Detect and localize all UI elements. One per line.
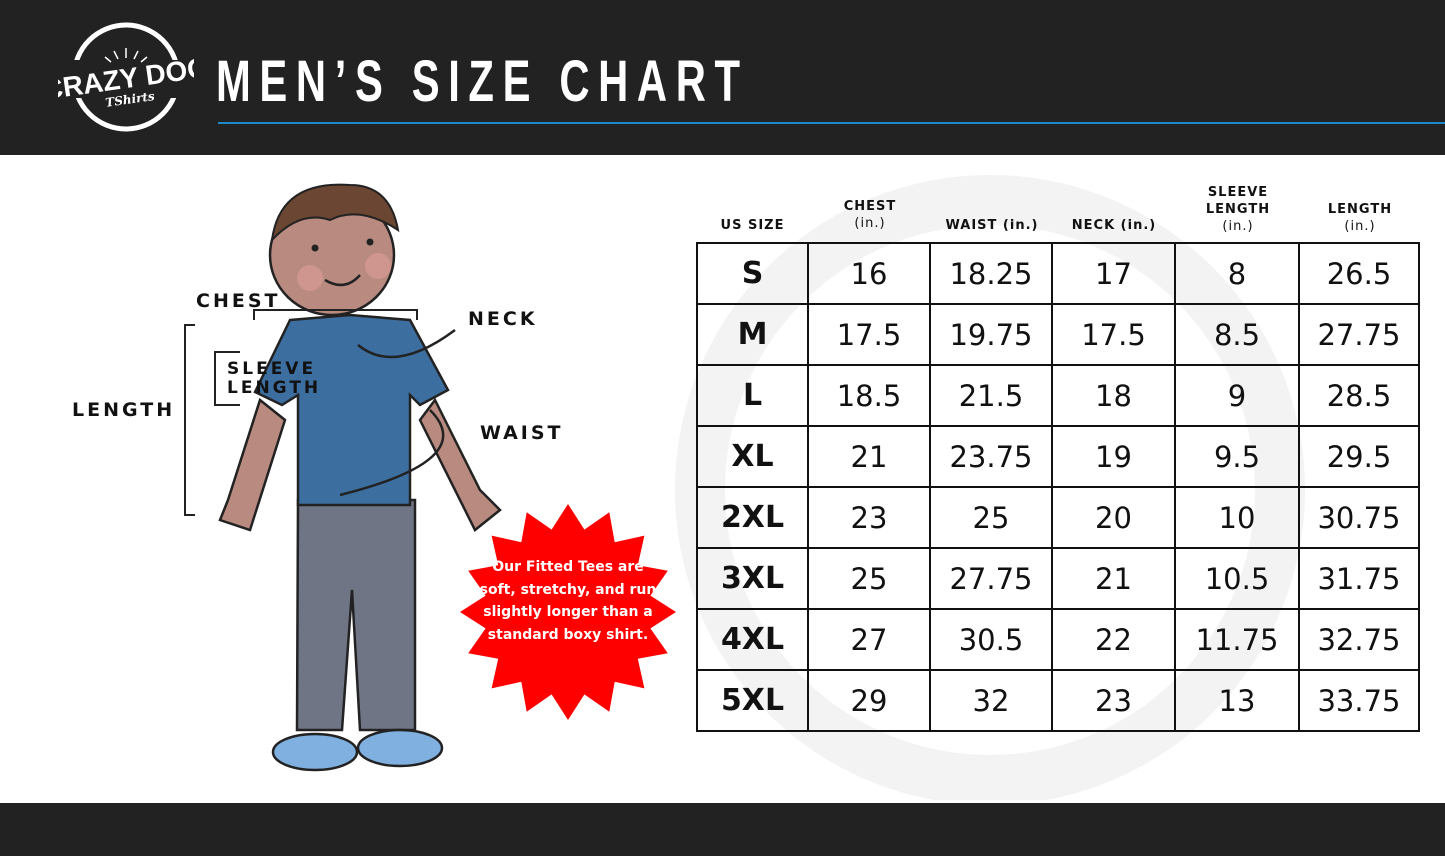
cell-sleeve-length: 8.5 — [1174, 303, 1300, 366]
page-title: MEN’S SIZE CHART — [216, 49, 749, 114]
chest-label: CHEST — [196, 290, 281, 312]
cell-waist: 19.75 — [929, 303, 1053, 366]
callout-text: Our Fitted Tees are soft, stretchy, and … — [479, 559, 657, 643]
cell-sleeve-length: 10.5 — [1174, 547, 1300, 610]
size-table: S 16 18.25 17 8 26.5 M 17.5 19.75 17.5 8.5 27.75 L 18… — [696, 242, 1420, 732]
svg-text:TShirts: TShirts — [104, 89, 155, 110]
cell-neck: 17 — [1051, 242, 1176, 305]
table-row: 5XL 29 32 23 13 33.75 — [696, 669, 1420, 732]
footer-bar — [0, 803, 1445, 856]
cell-sleeve-length: 13 — [1174, 669, 1300, 732]
cell-waist: 32 — [929, 669, 1053, 732]
cell-sleeve-length: 11.75 — [1174, 608, 1300, 671]
cell-length: 28.5 — [1298, 364, 1420, 427]
cell-waist: 18.25 — [929, 242, 1053, 305]
cell-sleeve-length: 8 — [1174, 242, 1300, 305]
cell-waist: 23.75 — [929, 425, 1053, 488]
col-header-chest: CHEST (in.) — [843, 199, 897, 231]
neck-label: NECK — [468, 308, 538, 330]
cell-waist: 30.5 — [929, 608, 1053, 671]
cell-chest: 25 — [807, 547, 931, 610]
waist-label: WAIST — [480, 422, 564, 444]
cell-chest: 29 — [807, 669, 931, 732]
title-underline — [218, 122, 1445, 124]
cell-size: 5XL — [696, 669, 809, 732]
col-header-length: LENGTH (in.) — [1327, 202, 1393, 234]
cell-length: 32.75 — [1298, 608, 1420, 671]
cell-length: 30.75 — [1298, 486, 1420, 549]
table-row: L 18.5 21.5 18 9 28.5 — [696, 364, 1420, 427]
cell-size: XL — [696, 425, 809, 488]
table-row: XL 21 23.75 19 9.5 29.5 — [696, 425, 1420, 488]
sleeve-length-label-1: SLEEVE — [227, 359, 317, 379]
cell-length: 29.5 — [1298, 425, 1420, 488]
cell-chest: 16 — [807, 242, 931, 305]
cell-size: S — [696, 242, 809, 305]
cell-length: 26.5 — [1298, 242, 1420, 305]
cell-chest: 17.5 — [807, 303, 931, 366]
cell-size: 3XL — [696, 547, 809, 610]
table-row: 2XL 23 25 20 10 30.75 — [696, 486, 1420, 549]
cell-chest: 23 — [807, 486, 931, 549]
cell-chest: 18.5 — [807, 364, 931, 427]
col-header-sleeve-length: SLEEVE LENGTH (in.) — [1205, 185, 1271, 234]
starburst-callout — [460, 504, 676, 720]
header-bar: CRAZY DOG TShirts MEN’S SIZE CHART — [0, 0, 1445, 155]
cell-sleeve-length: 9.5 — [1174, 425, 1300, 488]
table-row: 4XL 27 30.5 22 11.75 32.75 — [696, 608, 1420, 671]
cell-sleeve-length: 9 — [1174, 364, 1300, 427]
cell-length: 33.75 — [1298, 669, 1420, 732]
cell-size: M — [696, 303, 809, 366]
cell-neck: 20 — [1051, 486, 1176, 549]
cell-neck: 17.5 — [1051, 303, 1176, 366]
cell-size: 2XL — [696, 486, 809, 549]
cell-waist: 25 — [929, 486, 1053, 549]
cell-chest: 27 — [807, 608, 931, 671]
figure-illustration: CHEST NECK SLEEVE LENGTH LENGTH WAIST — [60, 170, 561, 790]
cell-neck: 18 — [1051, 364, 1176, 427]
crazy-dog-logo: CRAZY DOG TShirts — [58, 22, 194, 132]
length-label: LENGTH — [72, 399, 176, 421]
cell-neck: 22 — [1051, 608, 1176, 671]
table-row: 3XL 25 27.75 21 10.5 31.75 — [696, 547, 1420, 610]
col-header-us-size: US SIZE — [720, 218, 785, 233]
cell-neck: 21 — [1051, 547, 1176, 610]
cell-waist: 27.75 — [929, 547, 1053, 610]
cell-size: 4XL — [696, 608, 809, 671]
col-header-neck: NECK (in.) — [1071, 218, 1157, 233]
cell-sleeve-length: 10 — [1174, 486, 1300, 549]
table-row: S 16 18.25 17 8 26.5 — [696, 242, 1420, 305]
cell-size: L — [696, 364, 809, 427]
sleeve-length-label-2: LENGTH — [227, 378, 322, 398]
cell-neck: 19 — [1051, 425, 1176, 488]
table-row: M 17.5 19.75 17.5 8.5 27.75 — [696, 303, 1420, 366]
cell-waist: 21.5 — [929, 364, 1053, 427]
cell-chest: 21 — [807, 425, 931, 488]
cell-length: 31.75 — [1298, 547, 1420, 610]
cell-length: 27.75 — [1298, 303, 1420, 366]
cell-neck: 23 — [1051, 669, 1176, 732]
col-header-waist: WAIST (in.) — [945, 218, 1039, 233]
boy-illustration — [184, 183, 502, 772]
